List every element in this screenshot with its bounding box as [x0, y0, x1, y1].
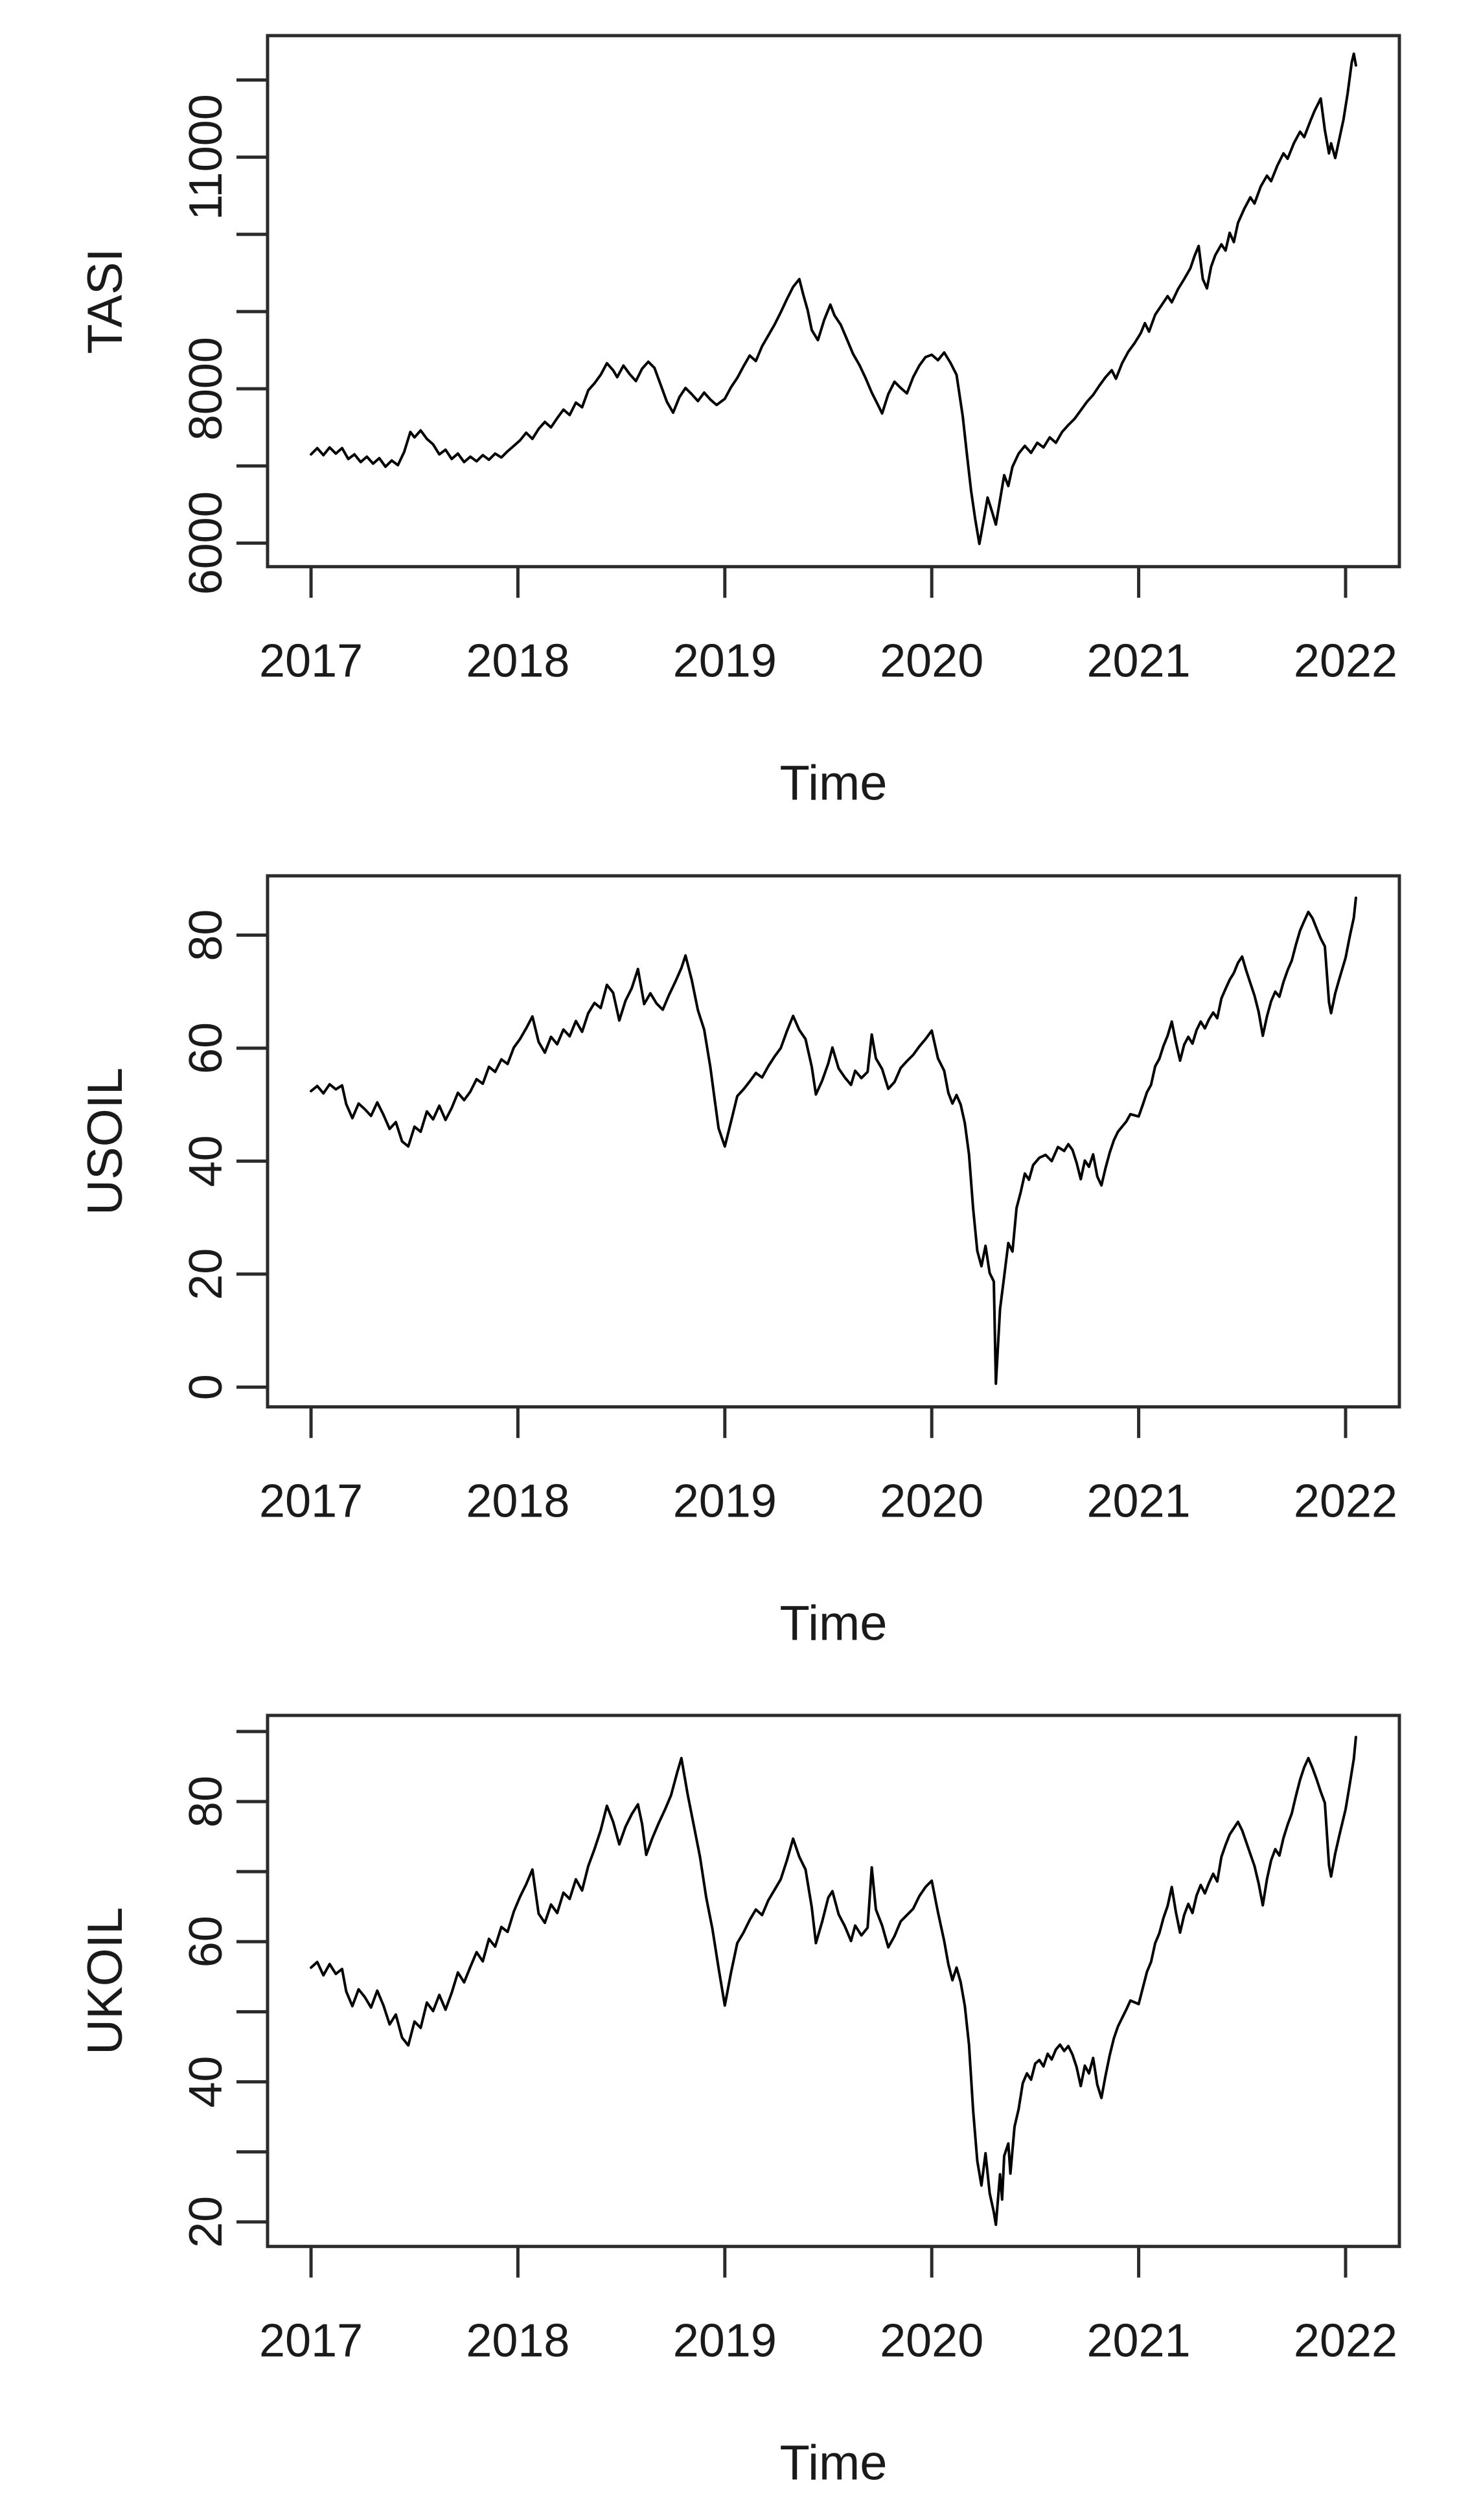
- x-axis-title: Time: [779, 1596, 887, 1651]
- y-tick-label: 20: [180, 2196, 232, 2248]
- y-axis-title: USOIL: [78, 1067, 133, 1215]
- x-tick-label: 2020: [880, 1475, 983, 1527]
- series-line-ukoil: [310, 1735, 1357, 2227]
- plot-box: [266, 874, 1401, 1408]
- tasi-plot-svg: 6000 8000 11000 2017 2018 2019 2020 2021 2022 TAS…: [78, 34, 1401, 811]
- x-tick-label: 2018: [466, 1475, 569, 1527]
- y-tick-label: 60: [180, 1916, 232, 1967]
- x-tick-label: 2018: [466, 636, 569, 687]
- y-axis-title: UKOIL: [78, 1907, 133, 2055]
- x-tick-label: 2019: [673, 1475, 777, 1527]
- x-tick-label: 2021: [1087, 2315, 1191, 2367]
- x-tick-label: 2022: [1294, 2315, 1397, 2367]
- plot-box: [266, 1713, 1401, 2249]
- y-tick-label: 80: [180, 909, 232, 961]
- x-tick-label: 2021: [1087, 1475, 1191, 1527]
- x-tick-label: 2020: [880, 636, 983, 687]
- x-tick-label: 2017: [259, 636, 363, 687]
- y-tick-label: 0: [180, 1374, 232, 1400]
- chart-panel-ukoil: 20 40 60 80 2017 2018 2019 2020 2021 2022 UKOIL Tim…: [0, 1680, 1481, 2520]
- x-tick-label: 2020: [880, 2315, 983, 2367]
- plot-box: [266, 34, 1401, 569]
- y-axis-title: TASI: [78, 248, 133, 354]
- y-tick-label: 40: [180, 2056, 232, 2108]
- series-line-usoil: [310, 896, 1357, 1385]
- usoil-plot-svg: 0 20 40 60 80 2017 2018 2019 2020 2021 2022 USOIL Ti…: [78, 874, 1401, 1651]
- y-tick-label: 80: [180, 1776, 232, 1827]
- x-tick-label: 2018: [466, 2315, 569, 2367]
- x-tick-label: 2019: [673, 2315, 777, 2367]
- y-tick-label: 8000: [180, 337, 232, 441]
- y-tick-label: 6000: [180, 491, 232, 595]
- y-tick-label: 20: [180, 1248, 232, 1300]
- chart-panel-tasi: 6000 8000 11000 2017 2018 2019 2020 2021 2022 TAS…: [0, 0, 1481, 840]
- x-axis-title: Time: [779, 756, 887, 811]
- ukoil-plot-svg: 20 40 60 80 2017 2018 2019 2020 2021 2022 UKOIL Tim…: [78, 1713, 1401, 2491]
- series-line-tasi: [310, 52, 1357, 545]
- x-tick-label: 2022: [1294, 636, 1397, 687]
- y-tick-label: 11000: [180, 94, 232, 220]
- x-tick-label: 2017: [259, 2315, 363, 2367]
- y-tick-label: 60: [180, 1022, 232, 1074]
- x-tick-label: 2019: [673, 636, 777, 687]
- x-tick-label: 2021: [1087, 636, 1191, 687]
- chart-panel-usoil: 0 20 40 60 80 2017 2018 2019 2020 2021 2022 USOIL Ti…: [0, 840, 1481, 1680]
- x-axis-title: Time: [779, 2436, 887, 2491]
- x-tick-label: 2017: [259, 1475, 363, 1527]
- x-tick-label: 2022: [1294, 1475, 1397, 1527]
- y-tick-label: 40: [180, 1135, 232, 1187]
